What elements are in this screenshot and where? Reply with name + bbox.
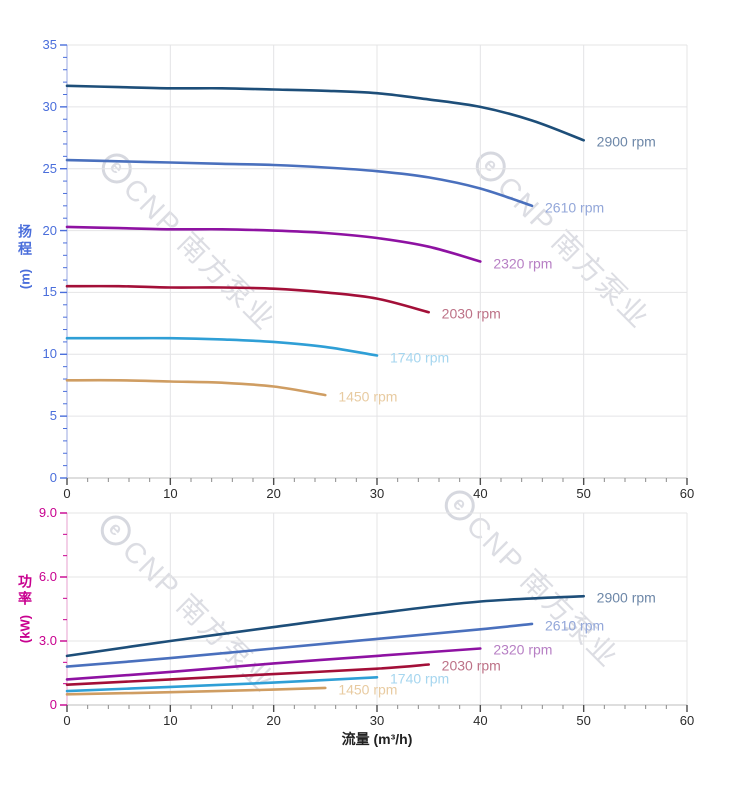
head-axis-title-char: 程: [18, 240, 32, 257]
head-axis-unit: (m): [17, 268, 33, 290]
power-axis-title: 功 率 (kW): [10, 573, 40, 644]
curve-2320-rpm: [65, 225, 482, 263]
curve-2030-rpm: [65, 663, 430, 686]
head-axis-title: 扬 程 (m): [10, 223, 40, 290]
head-axis-title-char: 扬: [18, 223, 32, 240]
curve-2320-rpm: [65, 647, 482, 681]
curve-1740-rpm: [65, 336, 379, 357]
curve-2610-rpm: [65, 158, 534, 208]
curve-2900-rpm: [65, 84, 585, 142]
curve-1450-rpm: [65, 378, 327, 397]
curve-2900-rpm: [65, 594, 585, 658]
curve-2030-rpm: [65, 284, 430, 314]
power-axis-title-char: 功: [18, 573, 32, 590]
curve-2610-rpm: [65, 622, 534, 668]
flow-axis-title: 流量 (m³/h): [341, 731, 413, 747]
curve-1450-rpm: [65, 686, 327, 696]
curve-1740-rpm: [65, 676, 379, 693]
power-axis-unit: (kW): [17, 614, 33, 644]
power-axis-title-char: 率: [18, 590, 32, 607]
